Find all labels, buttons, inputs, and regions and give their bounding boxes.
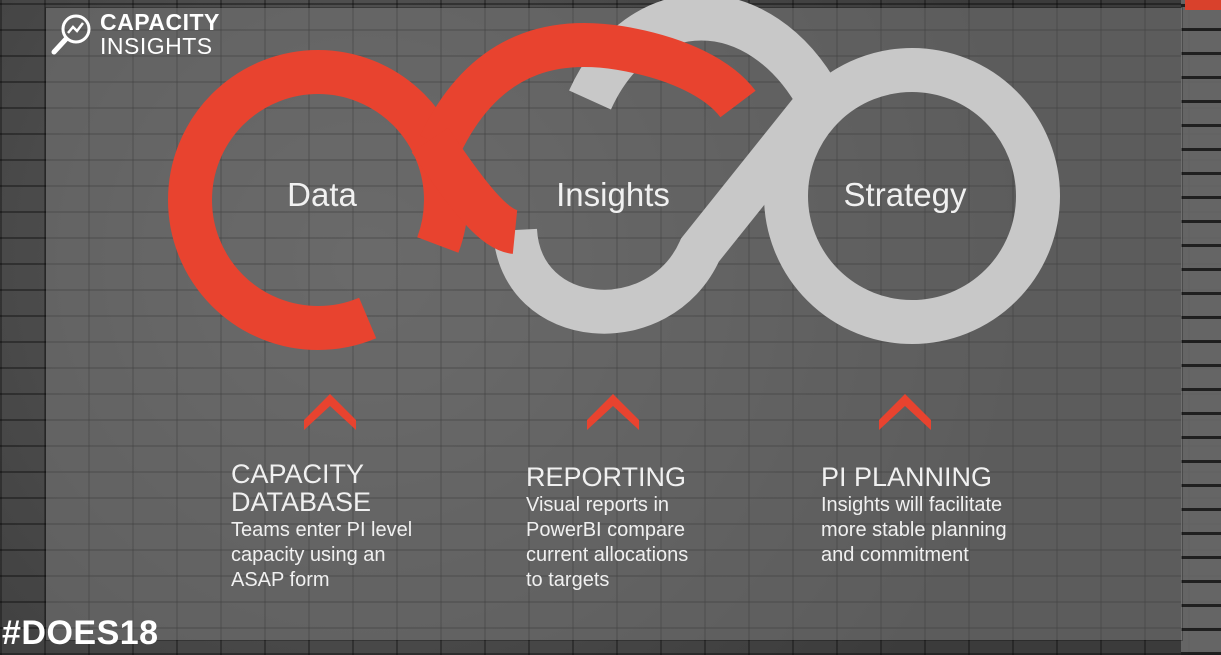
logo-line1: CAPACITY [100,9,220,35]
chevron-up-icon [587,394,639,430]
loop-cross [411,127,520,254]
chevron-up-icon [879,394,931,430]
logo: CAPACITY INSIGHTS [50,10,220,58]
column-title: PI PLANNING [821,462,993,492]
corner-badge [1185,0,1221,10]
event-hashtag: #DOES18 [2,614,159,652]
loop-insights-upper [420,22,756,155]
loop-strategy-ring [764,48,1060,344]
label-insights: Insights [556,176,670,213]
chevron-up-icon [304,394,356,430]
column-capacity-database: CAPACITY DATABASE Teams enter PI level c… [231,460,412,593]
logo-text: CAPACITY INSIGHTS [100,10,220,58]
logo-line2: INSIGHTS [100,33,213,59]
label-strategy: Strategy [843,176,967,213]
column-title: CAPACITY DATABASE [231,459,372,517]
loop-insights-lower [493,86,838,334]
column-reporting: REPORTING Visual reports in PowerBI comp… [526,463,688,593]
label-data: Data [287,176,357,213]
column-body: Visual reports in PowerBI compare curren… [526,494,689,591]
column-body: Teams enter PI level capacity using an A… [231,519,413,591]
column-pi-planning: PI PLANNING Insights will facilitate mor… [821,463,1007,568]
column-title: REPORTING [526,462,687,492]
column-body: Insights will facilitate more stable pla… [821,494,1007,566]
magnifier-chart-icon [50,12,94,56]
background-edge [1181,0,1221,655]
